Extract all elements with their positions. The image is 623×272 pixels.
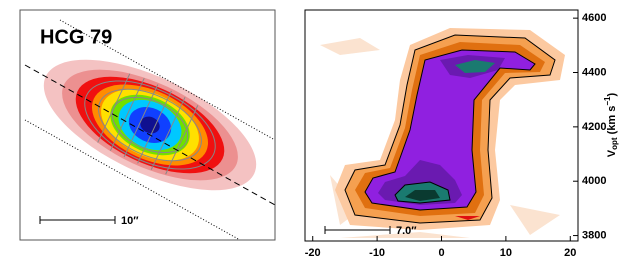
y-tick-label: 4600 xyxy=(582,12,606,24)
galaxy-image xyxy=(24,19,275,240)
x-tick-label: -10 xyxy=(369,247,385,259)
scale-bar xyxy=(39,216,116,224)
y-tick-label: 4200 xyxy=(582,121,606,133)
scale-label: 10″ xyxy=(121,215,139,227)
scale-label: 7.0″ xyxy=(396,225,417,237)
x-tick-label: -20 xyxy=(305,247,321,259)
panel-title: HCG 79 xyxy=(40,26,112,48)
y-tick-label: 3800 xyxy=(582,229,606,241)
y-axis-label: Vopt (km s−1) xyxy=(603,92,619,157)
y-tick-label: 4400 xyxy=(582,66,606,78)
x-tick-label: 0 xyxy=(438,247,444,259)
x-tick-label: 20 xyxy=(564,247,576,259)
x-tick-label: 10 xyxy=(500,247,512,259)
left-frame xyxy=(19,9,276,241)
pv-diagram xyxy=(320,28,565,238)
scale-bar xyxy=(324,226,391,234)
y-tick-label: 4000 xyxy=(582,175,606,187)
